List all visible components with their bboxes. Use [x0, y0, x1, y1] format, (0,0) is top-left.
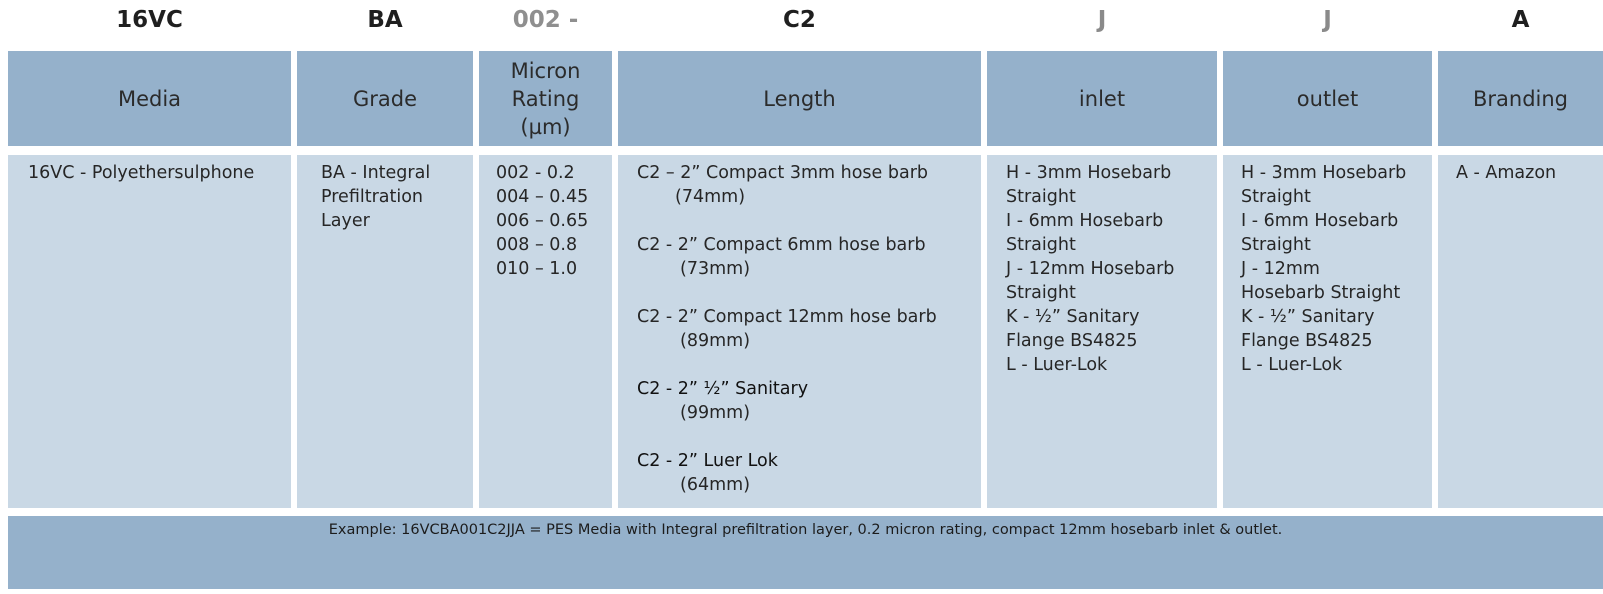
outlet-line: Straight: [1241, 187, 1311, 207]
length-option: C2 - 2” ½” Sanitary: [637, 379, 809, 399]
branding-option: A - Amazon: [1456, 163, 1557, 183]
inlet-line: Straight: [1006, 187, 1076, 207]
cell-media: 16VC - Polyethersulphone: [8, 155, 291, 508]
outlet-line: H - 3mm Hosebarb: [1241, 163, 1407, 183]
length-option-size: (89mm): [680, 331, 751, 351]
header-media-label: Media: [117, 86, 182, 111]
outlet-line: J - 12mm: [1241, 259, 1320, 279]
header-grade-label: Grade: [352, 86, 418, 111]
example-footer: Example: 16VCBA001C2JJA = PES Media with…: [8, 516, 1603, 589]
outlet-line: K - ½” Sanitary: [1241, 307, 1375, 327]
cell-grade: BA - Integral Prefiltration Layer: [297, 155, 473, 508]
header-micron-rating: Micron Rating (µm): [479, 51, 612, 146]
cell-outlet: H - 3mm Hosebarb Straight I - 6mm Hoseba…: [1223, 155, 1432, 508]
cell-branding: A - Amazon: [1438, 155, 1603, 508]
length-option-size: (73mm): [680, 259, 751, 279]
header-length-label: Length: [763, 86, 836, 111]
grade-line: BA - Integral: [321, 163, 431, 183]
length-option-size: (64mm): [680, 475, 751, 495]
code-inlet: J: [1097, 7, 1107, 33]
cell-micron: 002 - 0.2 004 – 0.45 006 – 0.65 008 – 0.…: [479, 155, 612, 508]
example-text: Example: 16VCBA001C2JJA = PES Media with…: [328, 522, 1283, 538]
header-outlet: outlet: [1223, 51, 1432, 146]
micron-option: 006 – 0.65: [496, 211, 589, 231]
inlet-line: Straight: [1006, 235, 1076, 255]
code-micron: 002 -: [512, 7, 579, 33]
header-micron-line1: Micron: [510, 58, 581, 83]
length-option: C2 - 2” Compact 12mm hose barb: [637, 307, 937, 327]
header-outlet-label: outlet: [1296, 86, 1359, 111]
micron-option: 010 – 1.0: [496, 259, 578, 279]
outlet-line: L - Luer-Lok: [1241, 355, 1343, 375]
code-media: 16VC: [116, 7, 183, 33]
micron-option: 004 – 0.45: [496, 187, 589, 207]
inlet-line: Flange BS4825: [1006, 331, 1138, 351]
inlet-line: K - ½” Sanitary: [1006, 307, 1140, 327]
inlet-line: Straight: [1006, 283, 1076, 303]
header-inlet: inlet: [987, 51, 1217, 146]
header-inlet-label: inlet: [1078, 86, 1126, 111]
length-option: C2 - 2” Luer Lok: [637, 451, 778, 471]
header-branding: Branding: [1438, 51, 1603, 146]
outlet-line: Flange BS4825: [1241, 331, 1373, 351]
inlet-line: I - 6mm Hosebarb: [1006, 211, 1164, 231]
micron-option: 008 – 0.8: [496, 235, 578, 255]
length-option-size: (99mm): [680, 403, 751, 423]
grade-line: Layer: [321, 211, 370, 231]
header-micron-line2: Rating: [511, 86, 580, 111]
header-length: Length: [618, 51, 981, 146]
cell-inlet: H - 3mm Hosebarb Straight I - 6mm Hoseba…: [987, 155, 1217, 508]
code-length: C2: [783, 7, 816, 33]
micron-option: 002 - 0.2: [496, 163, 575, 183]
length-option: C2 – 2” Compact 3mm hose barb: [637, 163, 929, 183]
media-option: 16VC - Polyethersulphone: [28, 163, 255, 183]
inlet-line: H - 3mm Hosebarb: [1006, 163, 1172, 183]
length-option-size: (74mm): [675, 187, 746, 207]
header-media: Media: [8, 51, 291, 146]
code-grade: BA: [367, 7, 403, 33]
code-branding: A: [1511, 7, 1530, 33]
inlet-line: L - Luer-Lok: [1006, 355, 1108, 375]
grade-line: Prefiltration: [321, 187, 424, 207]
header-branding-label: Branding: [1472, 86, 1569, 111]
outlet-line: Straight: [1241, 235, 1311, 255]
header-micron-line3: (µm): [520, 114, 571, 139]
cell-length: C2 – 2” Compact 3mm hose barb (74mm) C2 …: [618, 155, 981, 508]
code-outlet: J: [1323, 7, 1332, 33]
outlet-line: Hosebarb Straight: [1241, 283, 1401, 303]
outlet-line: I - 6mm Hosebarb: [1241, 211, 1399, 231]
header-grade: Grade: [297, 51, 473, 146]
inlet-line: J - 12mm Hosebarb: [1006, 259, 1175, 279]
length-option: C2 - 2” Compact 6mm hose barb: [637, 235, 926, 255]
